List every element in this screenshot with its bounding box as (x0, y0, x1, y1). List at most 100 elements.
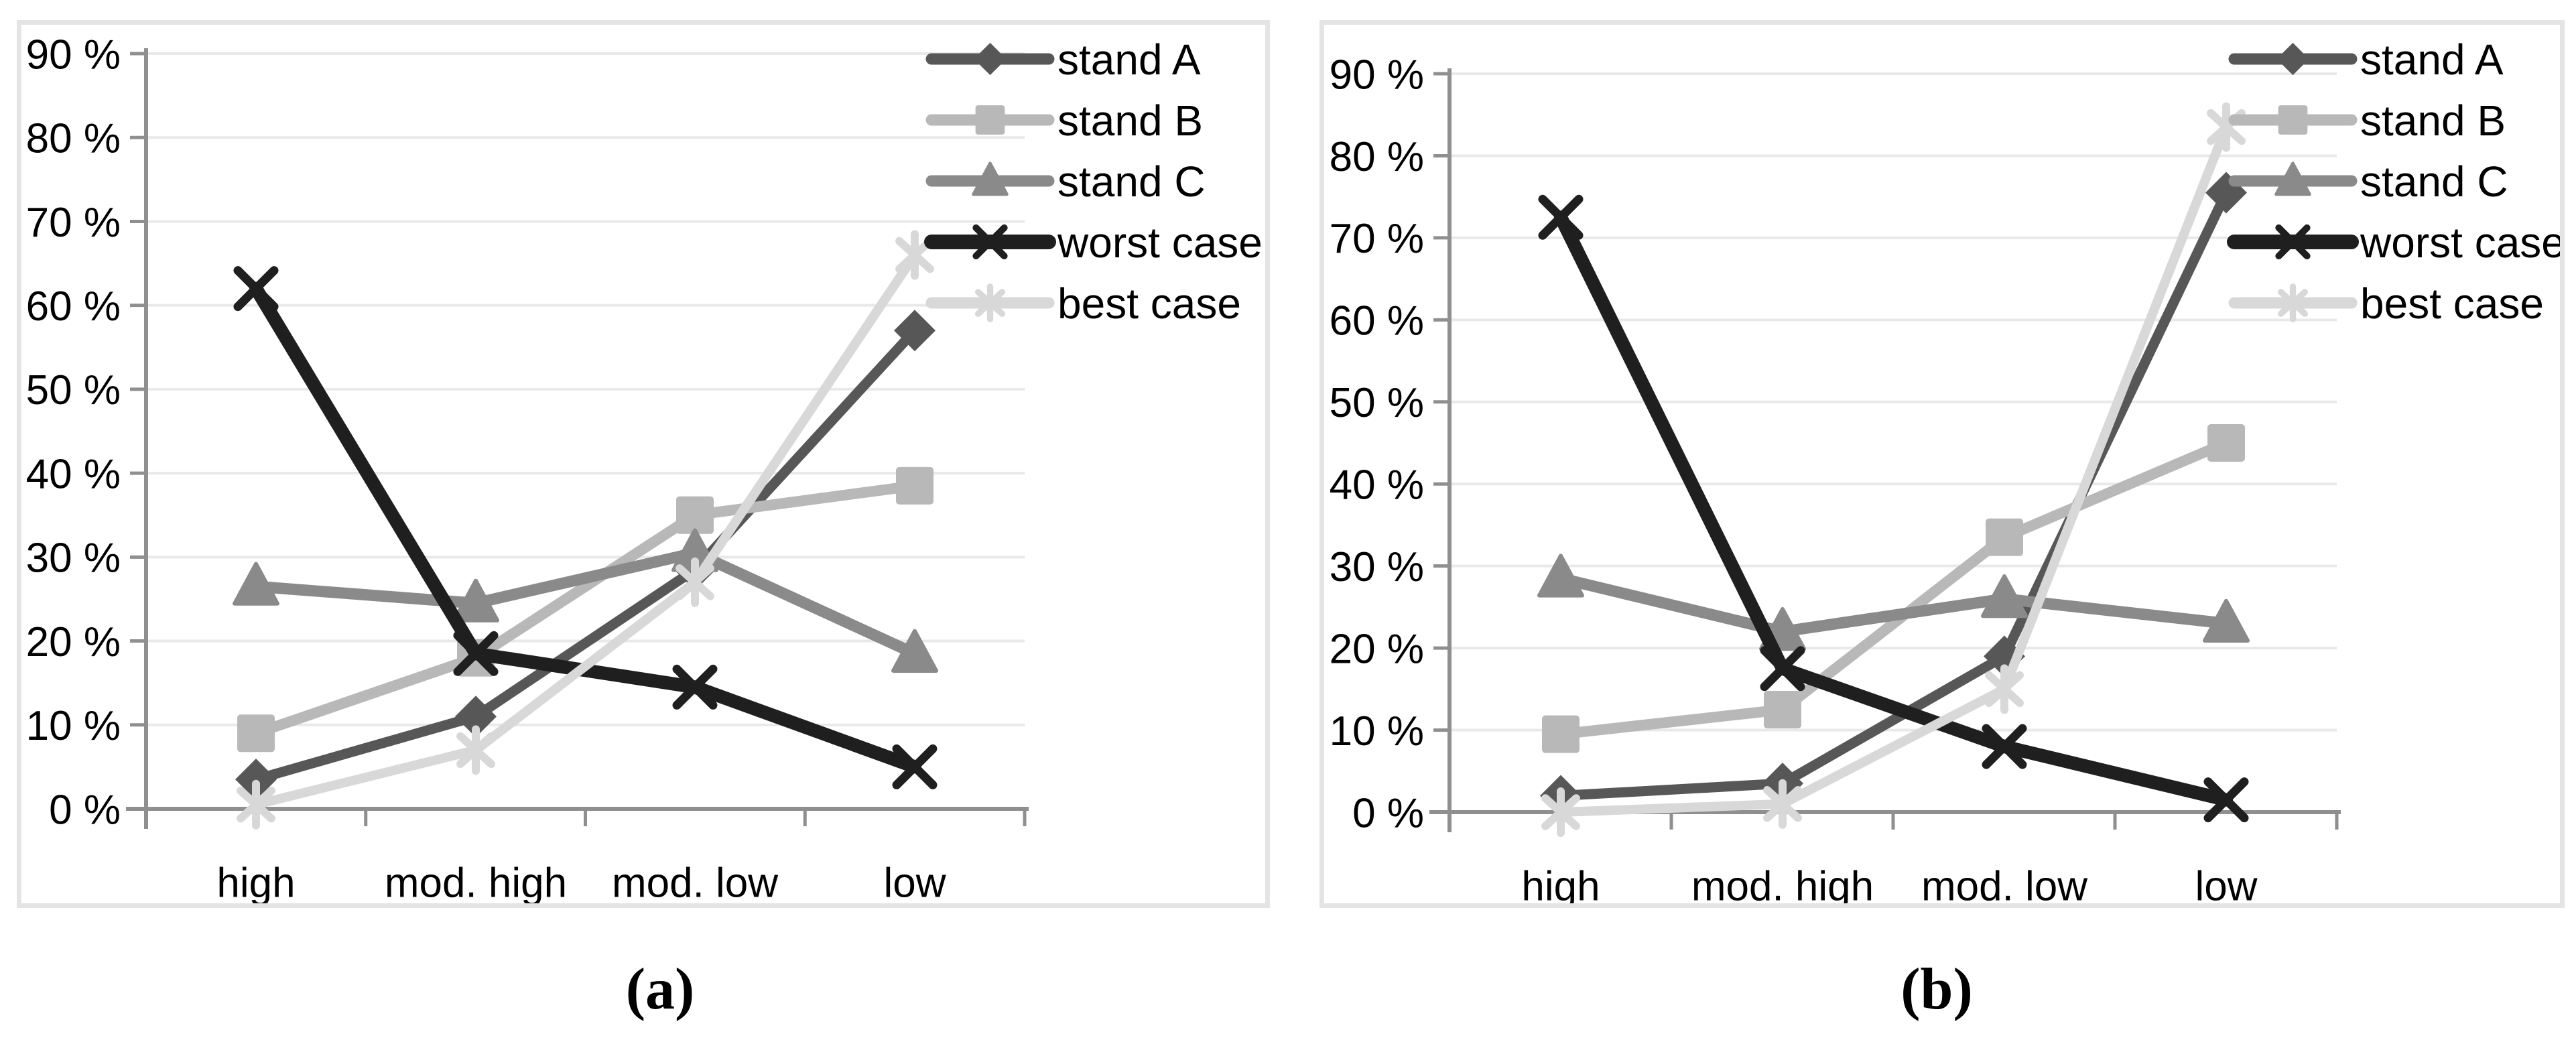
y-tick-label: 70 % (26, 200, 121, 246)
marker-diamond-mod. high (455, 696, 497, 738)
y-tick-label: 20 % (26, 619, 121, 665)
x-category-label: mod. high (1691, 864, 1874, 903)
legend-label: stand B (1057, 96, 1203, 145)
line-chart-a: 0 % 10 % 20 % 30 % 40 % 50 % 60 % 70 % 80 % 90 % h… (26, 31, 1263, 903)
marker-triangle-low (891, 629, 938, 673)
marker-asterisk-high (237, 779, 275, 830)
legend-marker-asterisk (2277, 283, 2309, 322)
marker-diamond-low (2205, 172, 2247, 214)
marker-triangle-low (2203, 598, 2250, 643)
marker-x-mod. high (453, 631, 499, 676)
x-category-label: high (1521, 864, 1600, 903)
marker-x-mod. low (1982, 724, 2027, 769)
series-stand-B (1542, 424, 2245, 753)
y-tick-label: 20 % (1330, 626, 1424, 672)
legend-item-stand-A: stand A (925, 36, 1201, 84)
y-tick-label: 0 % (1352, 790, 1424, 836)
marker-x-high (233, 266, 279, 312)
caption-a: (a) (625, 957, 695, 1022)
legend-label: best case (2360, 279, 2544, 328)
y-tick-label: 10 % (1330, 708, 1424, 755)
x-axis-labels-a: high mod. high mod. low low (216, 860, 946, 903)
series-worst-case (1538, 194, 2249, 823)
marker-x-high (1538, 194, 1584, 240)
y-tick-label: 60 % (1330, 298, 1424, 344)
series-best-case (1541, 102, 2246, 837)
marker-x-low (892, 744, 938, 789)
legend-marker-square (975, 105, 1005, 135)
legend-marker-diamond (974, 42, 1007, 76)
marker-square-low (896, 466, 933, 505)
legend-marker-asterisk (974, 283, 1006, 322)
y-tick-label: 90 % (1330, 52, 1424, 98)
marker-x-low (2203, 777, 2249, 823)
legend-label: stand A (2360, 36, 2504, 84)
marker-triangle-high (1537, 554, 1584, 598)
legend-item-stand-C: stand C (925, 157, 1206, 206)
marker-triangle-mod. low (1981, 574, 2028, 619)
y-tick-label: 40 % (1330, 462, 1424, 509)
y-tick-label: 30 % (26, 535, 121, 582)
legend-label: worst case (1057, 218, 1263, 267)
marker-square-high (237, 714, 275, 753)
y-tick-label: 80 % (26, 116, 121, 162)
marker-x-mod. low (672, 664, 718, 710)
marker-diamond-low (894, 310, 936, 352)
marker-triangle-high (233, 562, 279, 606)
marker-square-high (1542, 715, 1580, 753)
series-stand-C (233, 528, 938, 673)
y-tick-label: 50 % (1330, 380, 1424, 426)
gridlines-a (146, 52, 1025, 726)
x-category-label: mod. high (385, 860, 567, 903)
y-axis-labels-a: 0 % 10 % 20 % 30 % 40 % 50 % 60 % 70 % 80 % 90 % (26, 31, 121, 833)
legend-item-worst-case: worst case (924, 218, 1263, 267)
legend-marker-triangle (2274, 161, 2311, 196)
legend-item-stand-B: stand B (925, 96, 1203, 145)
y-tick-label: 50 % (26, 367, 121, 413)
legend-item-stand-C: stand C (2228, 157, 2508, 206)
legend-label: stand C (2360, 157, 2508, 206)
line-chart-b: 0 % 10 % 20 % 30 % 40 % 50 % 60 % 70 % 80 % 90 % h… (1330, 36, 2560, 903)
marker-square-low (2207, 424, 2245, 462)
x-axis-labels-b: high mod. high mod. low low (1521, 864, 2257, 903)
marker-square-mod. high (1764, 690, 1801, 728)
legend-item-stand-A: stand A (2228, 36, 2504, 84)
legend-marker-square (2278, 105, 2308, 135)
x-category-label: low (2195, 864, 2257, 903)
legend-marker-x (972, 224, 1008, 260)
y-tick-label: 80 % (1330, 134, 1424, 180)
legend-label: stand A (1057, 36, 1201, 84)
marker-asterisk-mod. high (1763, 779, 1802, 829)
caption-b: (b) (1901, 957, 1973, 1022)
marker-square-mod. low (1986, 518, 2023, 556)
legend-marker-x (2275, 224, 2311, 260)
legend-marker-diamond (2276, 42, 2309, 76)
legend-label: best case (1057, 279, 1241, 328)
legend-item-best-case: best case (925, 279, 1241, 328)
legend-label: worst case (2360, 218, 2560, 267)
x-category-label: mod. low (1921, 864, 2087, 903)
x-category-label: mod. low (612, 860, 778, 903)
legend-b: stand A stand B stand C worst case best case (2227, 36, 2560, 328)
legend-a: stand A stand B stand C worst case best case (924, 36, 1263, 328)
marker-square-mod. low (676, 496, 714, 534)
series-stand-C (1537, 554, 2250, 651)
series-best-case (237, 230, 934, 830)
x-category-label: low (883, 860, 946, 903)
marker-asterisk-mod. low (1985, 664, 2024, 714)
y-tick-label: 30 % (1330, 544, 1424, 590)
legend-item-best-case: best case (2228, 279, 2544, 328)
legend-label: stand B (2360, 96, 2506, 145)
y-tick-label: 40 % (26, 451, 121, 497)
y-axis-labels-b: 0 % 10 % 20 % 30 % 40 % 50 % 60 % 70 % 80 % 90 % (1330, 52, 1424, 836)
chart-panel-a: 0 % 10 % 20 % 30 % 40 % 50 % 60 % 70 % 80 % 90 % h… (17, 20, 1270, 908)
axes-a (126, 48, 1029, 829)
chart-panel-b: 0 % 10 % 20 % 30 % 40 % 50 % 60 % 70 % 80 % 90 % h… (1319, 20, 2565, 908)
x-category-label: high (216, 860, 295, 903)
y-tick-label: 60 % (26, 283, 121, 330)
marker-asterisk-high (1541, 787, 1580, 837)
marker-asterisk-mod. low (675, 557, 714, 607)
legend-item-worst-case: worst case (2227, 218, 2560, 267)
marker-asterisk-low (2207, 102, 2246, 152)
